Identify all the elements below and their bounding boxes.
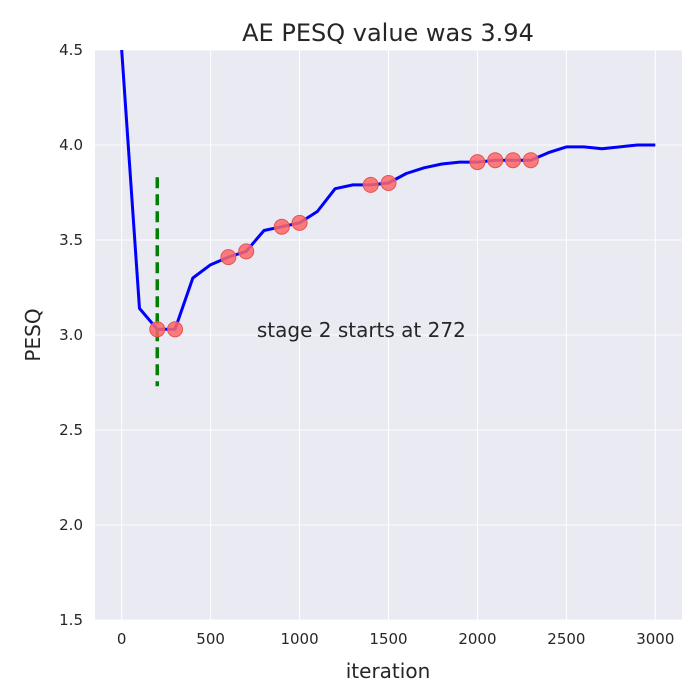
data-point	[167, 321, 184, 338]
chart-title: AE PESQ value was 3.94	[242, 19, 534, 47]
data-point	[220, 249, 237, 266]
y-axis-label: PESQ	[21, 308, 45, 361]
y-tick-label: 4.5	[59, 41, 83, 59]
x-tick-label: 2000	[458, 630, 496, 648]
data-point	[380, 175, 397, 191]
data-point	[487, 152, 504, 169]
y-tick-label: 4.0	[59, 136, 83, 154]
data-point	[238, 243, 255, 260]
grid	[95, 49, 682, 621]
data-point	[149, 321, 166, 338]
x-tick-label: 1500	[369, 630, 407, 648]
data-point	[362, 176, 379, 193]
x-tick-label: 1000	[280, 630, 318, 648]
x-axis-label: iteration	[346, 659, 431, 683]
data-point	[273, 218, 290, 235]
annotation-text: stage 2 starts at 272	[257, 318, 466, 342]
y-tick-label: 3.5	[59, 231, 83, 249]
y-tick-label: 2.5	[59, 421, 83, 439]
series-layer	[120, 50, 656, 387]
x-tick-label: 0	[117, 630, 127, 648]
data-point	[469, 154, 486, 171]
ticks-layer: 0 500 1000 1500 2000 2500 3000 1.5 2.0 2.5 3.0 3.5 4…	[59, 41, 674, 648]
data-point	[522, 152, 539, 169]
y-tick-label: 2.0	[59, 516, 83, 534]
x-tick-label: 3000	[636, 630, 674, 648]
x-tick-label: 2500	[547, 630, 585, 648]
data-point	[505, 152, 522, 169]
data-point	[291, 214, 308, 231]
y-tick-label: 1.5	[59, 611, 83, 629]
x-tick-label: 500	[196, 630, 225, 648]
y-tick-label: 3.0	[59, 326, 83, 344]
